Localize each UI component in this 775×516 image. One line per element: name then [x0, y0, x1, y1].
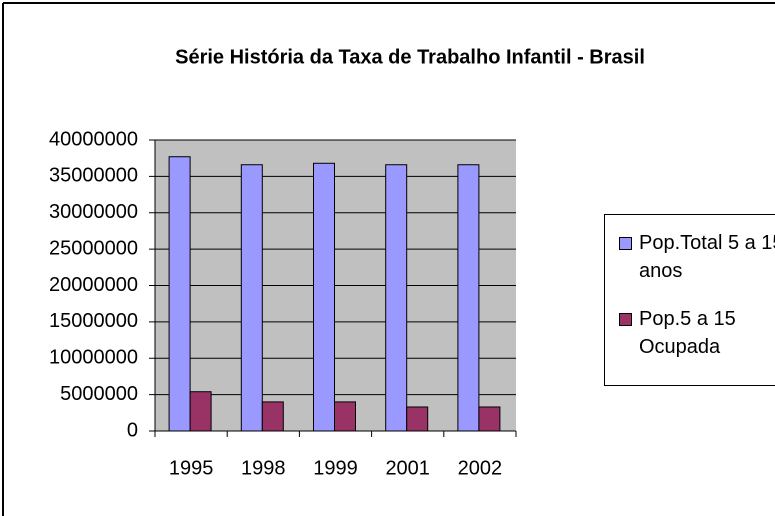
y-tick-label: 15000000	[49, 310, 138, 332]
bar	[189, 391, 212, 432]
legend-swatch	[619, 313, 632, 326]
bar	[261, 401, 284, 432]
x-tick-label: 2002	[458, 457, 503, 479]
bar	[457, 164, 480, 432]
bar	[385, 164, 408, 432]
x-tick-label: 1995	[169, 457, 214, 479]
legend-swatch	[619, 237, 632, 250]
y-tick-label: 0	[127, 419, 138, 441]
legend-label: Pop.Total 5 a 15 anos	[639, 232, 775, 282]
x-tick-label: 1999	[313, 457, 358, 479]
y-tick-label: 5000000	[60, 383, 138, 405]
bar	[406, 406, 429, 432]
bar	[240, 164, 263, 432]
y-tick-label: 20000000	[49, 274, 138, 296]
y-tick-label: 10000000	[49, 347, 138, 369]
legend: Pop.Total 5 a 15 anos Pop.5 a 15 Ocupada	[604, 214, 775, 386]
chart-title: Série História da Taxa de Trabalho Infan…	[175, 46, 645, 68]
bar	[313, 162, 335, 432]
x-tick-label: 1998	[241, 457, 286, 479]
y-tick-label: 25000000	[49, 237, 138, 259]
legend-label: Pop.5 a 15 Ocupada	[639, 308, 736, 358]
y-tick-label: 35000000	[49, 165, 138, 187]
x-tick-label: 2001	[385, 457, 430, 479]
y-tick-label: 40000000	[49, 128, 138, 150]
y-tick-label: 30000000	[49, 201, 138, 223]
bar	[334, 401, 356, 432]
bar	[478, 406, 501, 432]
bar	[168, 156, 191, 432]
